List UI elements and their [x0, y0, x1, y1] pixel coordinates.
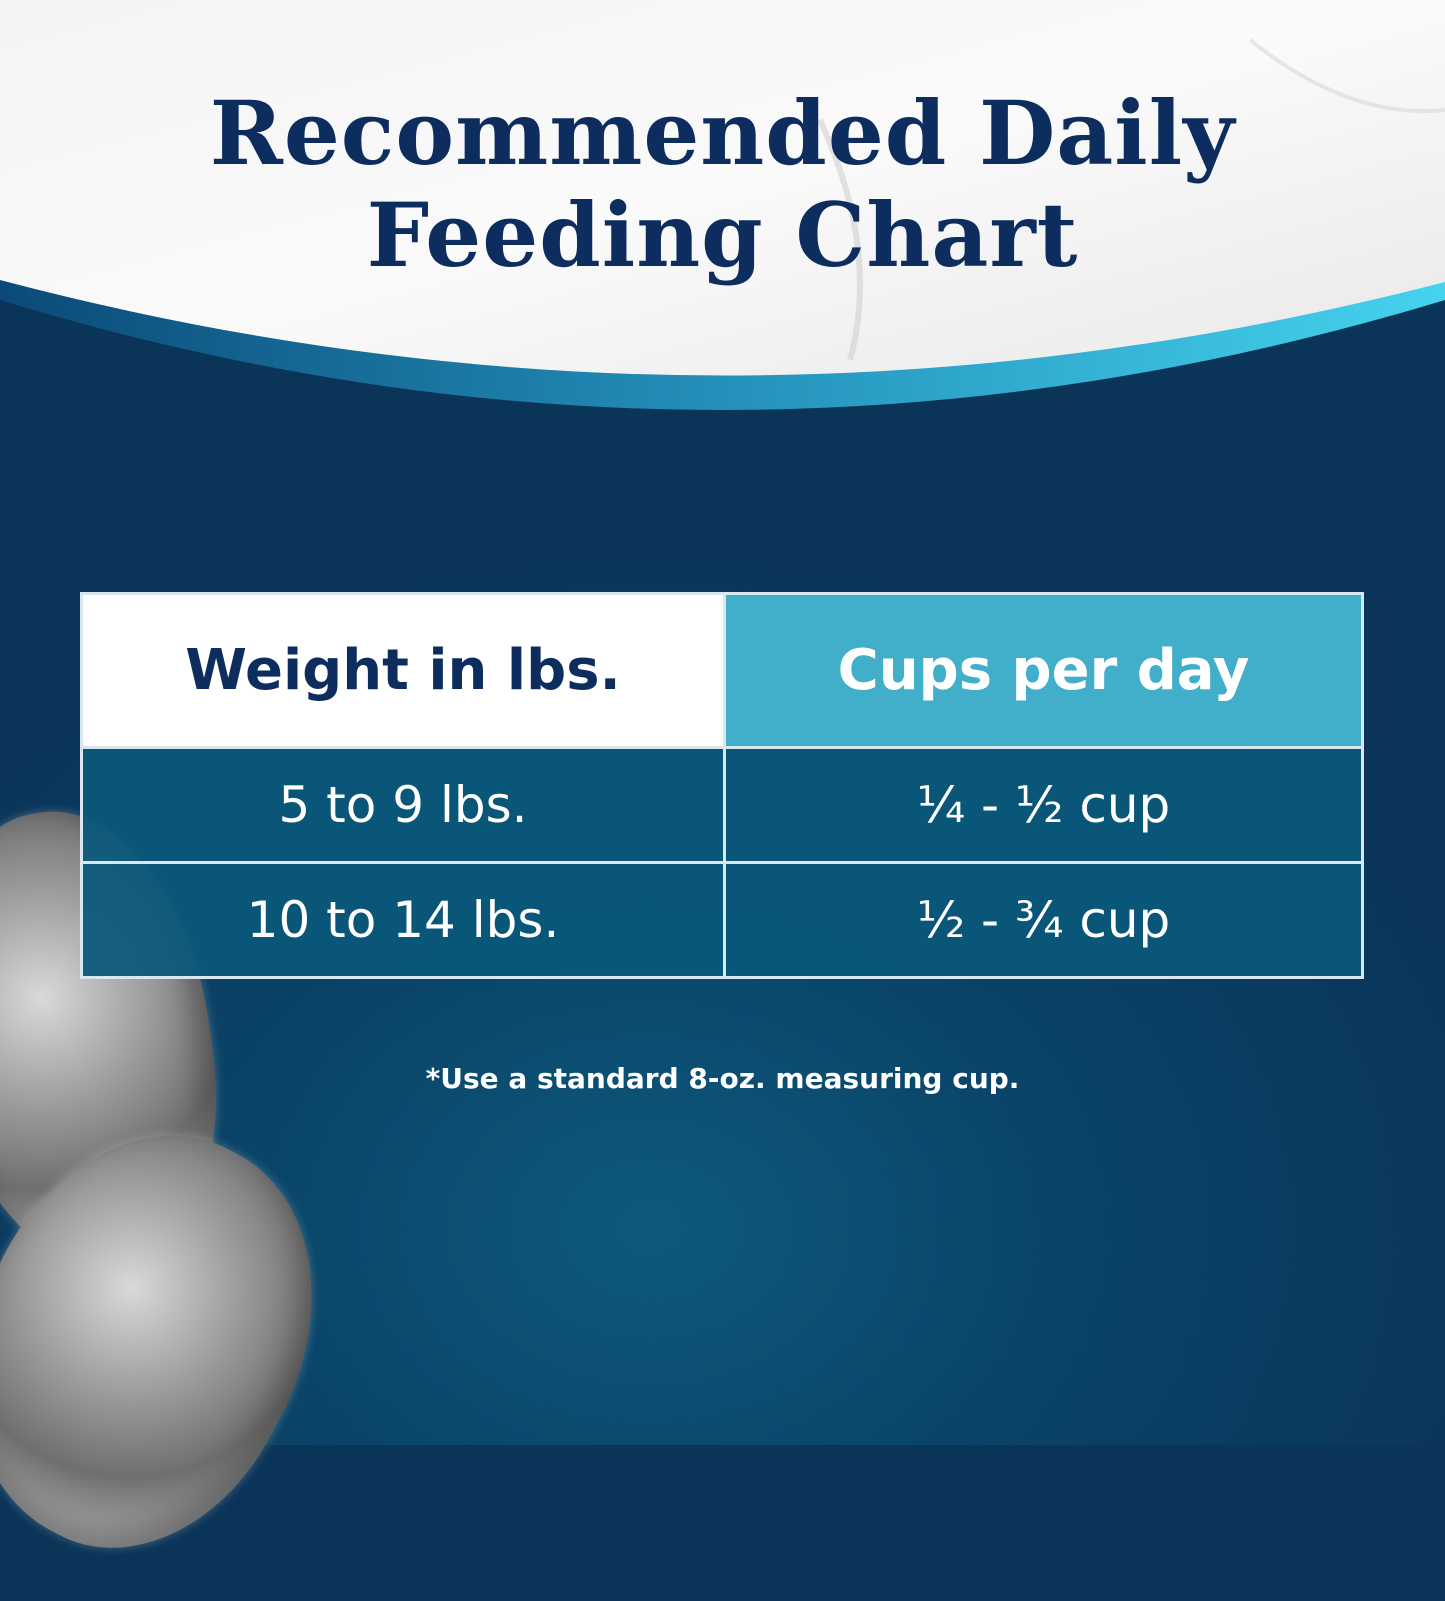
cell-weight: 5 to 9 lbs.	[80, 746, 726, 864]
title-line-1: Recommended Daily	[209, 81, 1236, 185]
page-title: Recommended Daily Feeding Chart	[0, 82, 1445, 286]
table-header-row: Weight in lbs. Cups per day	[80, 592, 1364, 749]
table-row: 5 to 9 lbs. ¼ - ½ cup	[80, 746, 1364, 864]
cell-cups: ½ - ¾ cup	[723, 861, 1364, 979]
footnote: *Use a standard 8-oz. measuring cup.	[425, 1062, 1020, 1095]
cell-weight: 10 to 14 lbs.	[80, 861, 726, 979]
header-cups: Cups per day	[723, 592, 1364, 749]
marble-top	[0, 0, 1445, 376]
title-line-2: Feeding Chart	[366, 183, 1079, 287]
cell-cups: ¼ - ½ cup	[723, 746, 1364, 864]
feeding-table: Weight in lbs. Cups per day 5 to 9 lbs. …	[80, 592, 1364, 979]
header-weight: Weight in lbs.	[80, 592, 726, 749]
marble-wave-background	[0, 0, 1445, 410]
table-row: 10 to 14 lbs. ½ - ¾ cup	[80, 861, 1364, 979]
